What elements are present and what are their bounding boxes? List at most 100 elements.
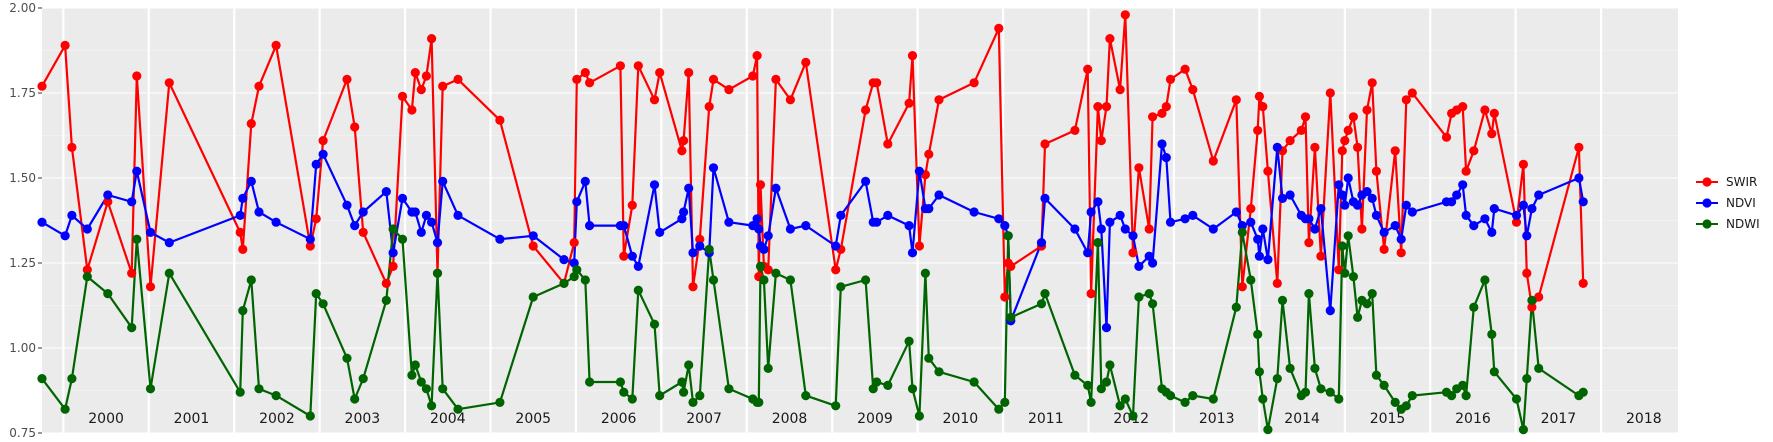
data-point-swir [397, 91, 408, 101]
data-point-ndvi [127, 197, 137, 207]
data-point-ndwi [421, 384, 431, 394]
data-point-ndvi [695, 241, 705, 251]
data-point-ndvi [427, 217, 437, 227]
data-point-ndwi [127, 323, 137, 333]
data-point-ndwi [235, 387, 245, 397]
data-point-ndvi [1452, 190, 1462, 200]
data-point-swir [358, 227, 368, 237]
y-tick-label: 1.75 [9, 86, 36, 100]
data-point-ndvi [907, 248, 918, 258]
data-point-swir [580, 68, 590, 78]
data-point-ndwi [1367, 289, 1377, 299]
data-point-swir [254, 81, 264, 91]
data-point-ndwi [1040, 289, 1050, 299]
data-point-swir [37, 81, 47, 91]
data-point-ndvi [132, 166, 142, 176]
data-point-ndwi [1237, 227, 1247, 237]
data-point-ndwi [924, 353, 934, 363]
data-point-ndwi [1165, 391, 1176, 401]
data-point-ndwi [1407, 391, 1417, 401]
data-point-ndwi [1458, 380, 1468, 390]
data-point-swir [1337, 146, 1347, 156]
data-point-ndwi [755, 261, 766, 271]
data-point-ndvi [1188, 210, 1198, 220]
legend-key-point [1702, 219, 1712, 229]
data-point-swir [1246, 204, 1256, 214]
year-label: 2016 [1455, 411, 1491, 427]
data-point-swir [164, 78, 174, 88]
data-point-ndvi [416, 227, 426, 237]
data-point-ndwi [318, 299, 328, 309]
data-point-swir [924, 149, 934, 159]
data-point-ndwi [254, 384, 264, 394]
data-point-ndwi [1461, 391, 1471, 401]
data-point-ndwi [872, 377, 882, 387]
data-point-ndvi [785, 224, 796, 234]
data-point-ndwi [311, 289, 321, 299]
data-point-swir [1231, 95, 1241, 105]
data-point-ndvi [145, 227, 156, 237]
data-point-ndvi [904, 221, 914, 231]
data-point-ndwi [920, 268, 931, 278]
data-point-ndvi [1128, 231, 1138, 241]
data-point-swir [633, 61, 643, 71]
data-point-ndvi [1518, 200, 1528, 210]
data-point-ndwi [1120, 394, 1130, 404]
data-point-swir [688, 282, 698, 292]
series-points [37, 10, 1588, 435]
year-label: 2014 [1284, 411, 1320, 427]
data-point-swir [438, 81, 448, 91]
data-point-ndwi [695, 391, 705, 401]
data-point-ndwi [388, 224, 398, 234]
data-point-ndvi [432, 238, 443, 248]
data-point-ndwi [619, 387, 629, 397]
data-point-ndvi [1489, 204, 1499, 214]
data-point-ndwi [67, 374, 77, 384]
data-point-swir [1458, 102, 1468, 112]
data-point-swir [785, 95, 796, 105]
data-point-swir [1534, 292, 1544, 302]
legend-label-ndwi: NDWI [1726, 217, 1760, 231]
data-point-ndvi [1401, 200, 1411, 210]
data-point-ndwi [238, 306, 248, 316]
data-point-swir [1040, 139, 1050, 149]
data-point-ndwi [1511, 394, 1522, 404]
data-point-ndwi [704, 244, 714, 254]
data-point-ndwi [1447, 391, 1457, 401]
data-point-swir [1325, 88, 1335, 98]
data-point-swir [914, 241, 925, 251]
data-point-swir [410, 68, 420, 78]
data-point-ndwi [1480, 275, 1490, 285]
data-point-ndvi [585, 221, 595, 231]
data-point-ndvi [1304, 214, 1314, 224]
data-point-swir [1390, 146, 1400, 156]
data-point-swir [679, 136, 689, 146]
legend: SWIR NDVI NDWI [1696, 175, 1760, 231]
data-point-swir [1148, 112, 1158, 122]
data-point-ndvi [1093, 197, 1103, 207]
data-point-ndvi [759, 244, 769, 254]
data-point-ndvi [1040, 193, 1050, 203]
data-point-swir [872, 78, 882, 88]
data-point-ndvi [1487, 227, 1497, 237]
data-point-ndwi [1489, 367, 1499, 377]
data-point-ndvi [1310, 224, 1320, 234]
year-label: 2007 [686, 411, 722, 427]
year-label: 2004 [430, 411, 466, 427]
data-point-swir [1353, 142, 1363, 152]
data-point-swir [388, 261, 398, 271]
data-point-ndvi [580, 176, 590, 186]
data-point-ndwi [585, 377, 595, 387]
data-point-swir [724, 85, 734, 95]
data-point-swir [103, 197, 113, 207]
data-point-swir [1157, 108, 1167, 118]
data-point-swir [1304, 238, 1314, 248]
data-point-ndwi [342, 353, 352, 363]
data-point-ndwi [1115, 401, 1125, 411]
data-point-ndwi [633, 285, 643, 295]
data-point-ndvi [924, 204, 934, 214]
data-point-swir [1348, 112, 1358, 122]
data-point-swir [677, 146, 687, 156]
data-point-swir [1272, 278, 1282, 288]
y-tick-label: 2.00 [9, 1, 36, 15]
